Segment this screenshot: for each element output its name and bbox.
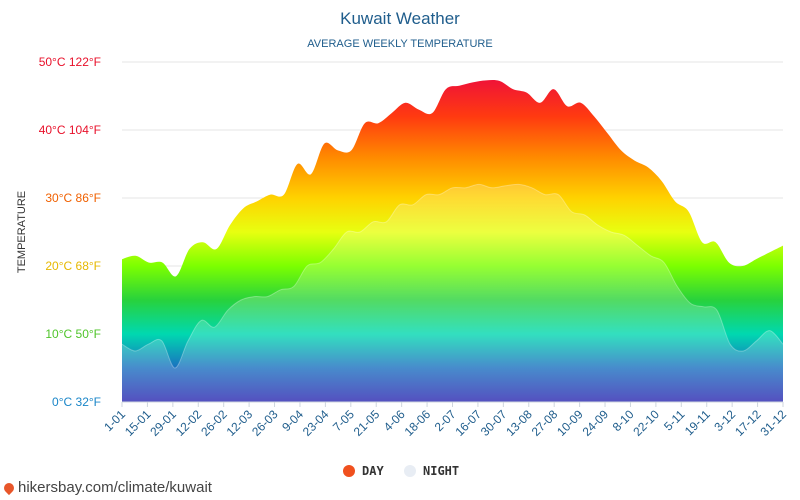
y-axis-label: TEMPERATURE (16, 191, 28, 273)
y-tick-label: 50°C 122°F (39, 55, 101, 69)
y-tick-label: 10°C 50°F (45, 327, 101, 341)
legend-item-night[interactable]: NIGHT (404, 464, 459, 478)
legend-day-label: DAY (362, 464, 384, 478)
x-tick-label: 27-08 (529, 407, 561, 439)
x-tick-label: 15-01 (122, 407, 154, 439)
x-tick-label: 23-04 (300, 407, 332, 439)
legend-night-label: NIGHT (423, 464, 459, 478)
x-tick-label: 30-07 (478, 407, 510, 439)
y-tick-label: 30°C 86°F (45, 191, 101, 205)
night-series-shade (122, 184, 783, 402)
source-link[interactable]: hikersbay.com/climate/kuwait (1, 479, 212, 496)
legend-day-marker (343, 465, 355, 477)
x-tick-label: 26-02 (198, 407, 230, 439)
y-tick-label: 40°C 104°F (39, 123, 101, 137)
x-tick-label: 12-02 (173, 407, 205, 439)
legend-item-day[interactable]: DAY (343, 464, 384, 478)
x-tick-label: 16-07 (452, 407, 484, 439)
location-pin-icon (1, 480, 17, 496)
x-tick-label: 13-08 (503, 407, 535, 439)
x-tick-label: 29-01 (147, 407, 179, 439)
legend-night-marker (404, 465, 416, 477)
y-tick-label: 0°C 32°F (52, 395, 101, 409)
source-text: hikersbay.com/climate/kuwait (18, 479, 212, 496)
x-tick-label: 24-09 (580, 407, 612, 439)
legend: DAY NIGHT (343, 464, 459, 478)
x-tick-label: 18-06 (402, 407, 434, 439)
x-tick-label: 31-12 (758, 407, 790, 439)
x-tick-label: 19-11 (682, 407, 713, 438)
x-tick-label: 26-03 (249, 407, 281, 439)
night-series-line (121, 183, 784, 369)
x-tick-label: 17-12 (732, 407, 764, 439)
x-tick-label: 22-10 (630, 407, 662, 439)
y-tick-label: 20°C 68°F (45, 259, 101, 273)
chart-title: Kuwait Weather (340, 9, 460, 28)
x-axis-ticks: 1-0115-0129-0112-0226-0212-0326-039-0423… (101, 402, 789, 439)
y-axis-ticks: 0°C 32°F 10°C 50°F 20°C 68°F 30°C 86°F 40°C … (39, 55, 101, 409)
x-tick-label: 21-05 (351, 407, 383, 439)
x-tick-label: 10-09 (554, 407, 586, 439)
x-tick-label: 12-03 (224, 407, 256, 439)
chart-subtitle: AVERAGE WEEKLY TEMPERATURE (307, 38, 492, 50)
day-series-area (122, 80, 783, 402)
